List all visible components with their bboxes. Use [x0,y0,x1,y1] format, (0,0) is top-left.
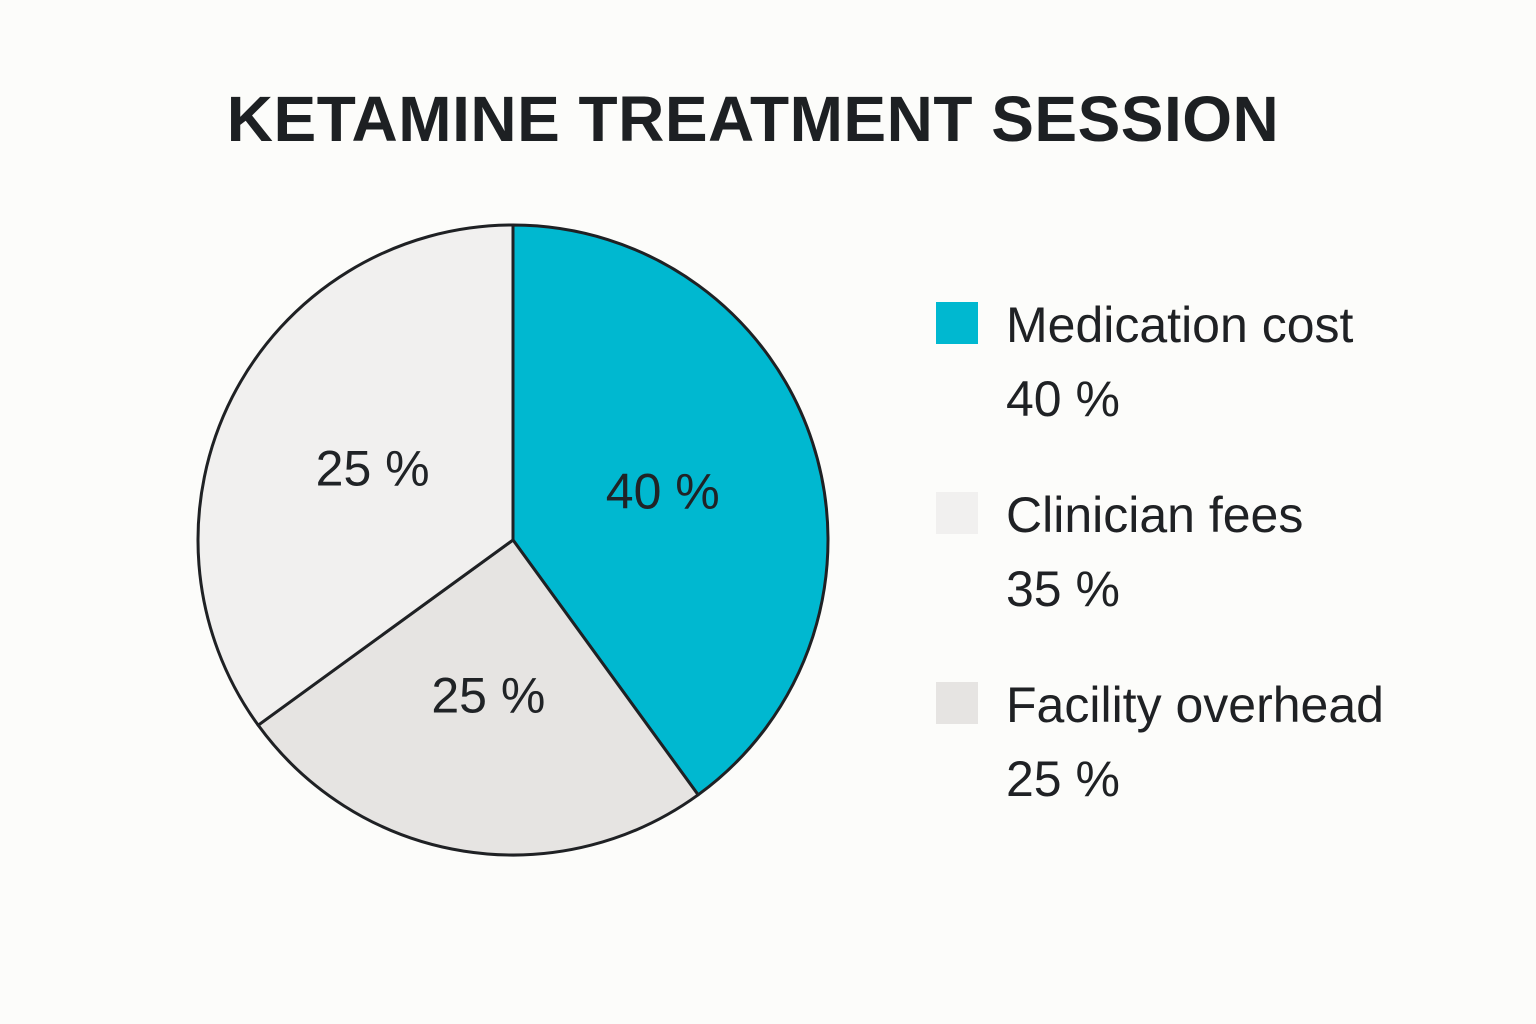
pie-slices [196,223,830,857]
pie-slice-medication-cost [511,223,830,797]
pie-slice-label-facility-overhead: 25 % [431,668,545,724]
legend-label-facility-overhead: Facility overhead [1006,677,1384,733]
pie-slice-label-clinician-fees: 25 % [316,440,430,496]
chart-title: KETAMINE TREATMENT SESSION [226,83,1280,155]
legend-label-medication-cost: Medication cost [1006,297,1354,353]
pie-slice-label-medication-cost: 40 % [606,463,720,519]
pie-slice-clinician-fees [196,223,515,727]
pie-slice-labels: 40 % 25 % 25 % [316,440,720,723]
legend-value-medication-cost: 40 % [1006,371,1120,427]
legend-label-clinician-fees: Clinician fees [1006,487,1304,543]
legend-swatch-facility-overhead [936,682,978,724]
legend-swatch-medication-cost [936,302,978,344]
legend-value-clinician-fees: 35 % [1006,561,1120,617]
legend-value-facility-overhead: 25 % [1006,751,1120,807]
legend-swatch-clinician-fees [936,492,978,534]
pie-slice-facility-overhead [256,538,700,857]
